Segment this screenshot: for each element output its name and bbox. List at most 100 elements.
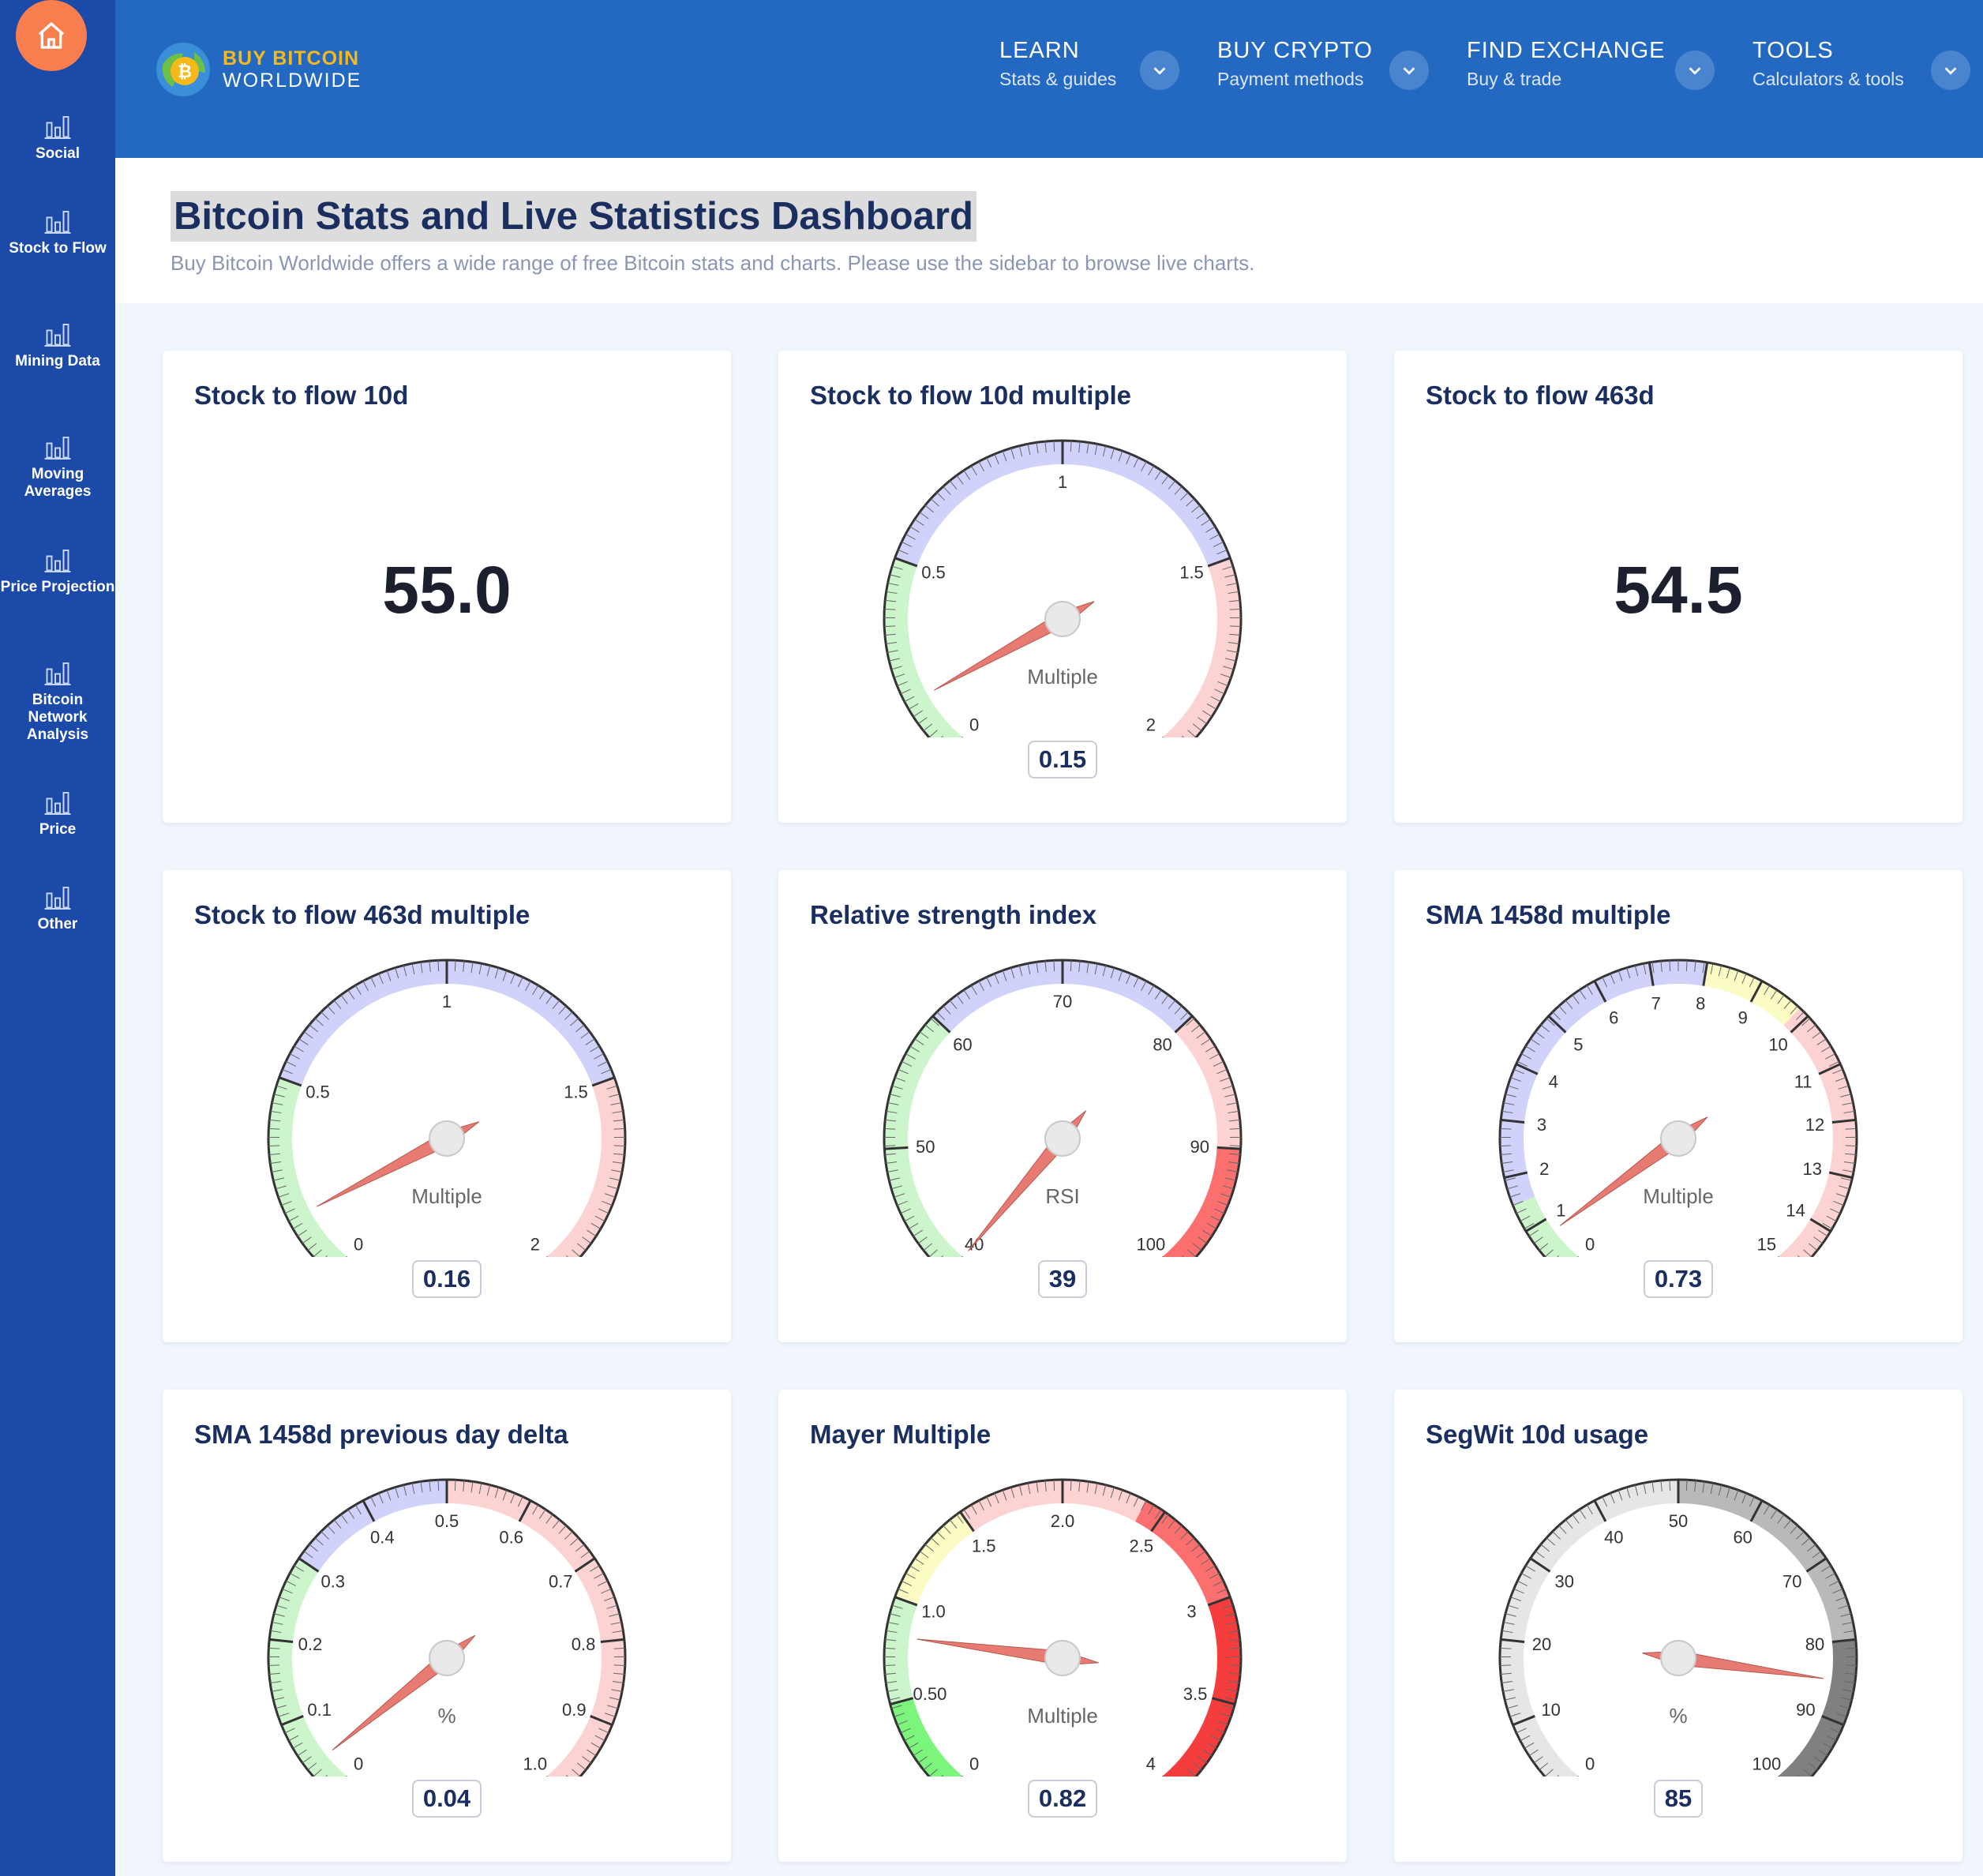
nav-find-exchange-dropdown[interactable] [1675,51,1715,90]
gauge-minor-tick [901,1060,913,1067]
gauge-value-readout: 0.82 [1027,1780,1098,1818]
gauge-band [1134,1500,1231,1606]
gauge-minor-tick [272,1622,283,1625]
gauge-minor-tick [1749,1496,1755,1507]
gauge-minor-tick [1078,441,1081,453]
gauge-minor-tick [1777,1514,1785,1524]
gauge-minor-tick [510,1492,515,1504]
gauge-minor-tick [900,688,911,695]
gauge-minor-tick [552,1519,560,1529]
gauge-minor-tick [1002,1489,1007,1501]
gauge-minor-tick [1501,1630,1513,1634]
nav-learn-dropdown[interactable] [1140,51,1179,90]
gauge-minor-tick [525,981,531,992]
top-header: ₿ BUY BITCOIN WORLDWIDE LEARN Stats & gu… [115,0,1983,158]
gauge-major-tick [1593,980,1607,1003]
gauge-major-tick [279,1076,302,1087]
stat-value: 55.0 [382,553,512,627]
gauge-minor-tick [1186,1018,1195,1026]
nav-learn[interactable]: LEARN Stats & guides [999,38,1116,90]
gauge-minor-tick [1210,1735,1221,1742]
sidebar-item-social[interactable]: Social [0,112,115,163]
gauge-minor-tick [884,633,896,636]
sidebar-item-label: Price Projection [0,579,115,595]
gauge-minor-tick [1828,1060,1840,1067]
gauge-minor-tick [1835,1077,1846,1082]
gauge-minor-tick [1086,962,1089,974]
nav-buy-crypto-dropdown[interactable] [1389,51,1429,90]
gauge-minor-tick [884,1127,896,1130]
gauge-minor-tick [1510,1596,1521,1601]
sidebar-item-label: Social [36,145,80,162]
site-logo[interactable]: ₿ BUY BITCOIN WORLDWIDE [155,41,362,98]
bar-chart-icon [44,792,71,815]
gauge-minor-tick [411,1483,415,1495]
gauge-minor-tick [1840,1177,1852,1181]
gauge-minor-tick [1224,1177,1236,1181]
gauge-minor-tick [1520,1215,1531,1222]
home-button[interactable] [16,0,87,71]
gauge-tick-label: 6 [1609,1007,1618,1027]
sidebar-item-mining-data[interactable]: Mining Data [0,320,115,370]
gauge-minor-tick [1520,1573,1531,1579]
gauge-minor-tick [611,1169,623,1172]
sidebar-item-other[interactable]: Other [0,883,115,933]
gauge-minor-tick [1812,1031,1822,1039]
gauge-minor-tick [289,1053,300,1060]
gauge-minor-tick [1643,1483,1647,1495]
gauge-minor-tick [884,1672,896,1675]
gauge-minor-tick [607,1185,618,1190]
gauge-minor-tick [1217,1720,1228,1726]
sidebar-item-price-projection[interactable]: Price Projection [0,546,115,596]
gauge-minor-tick [1845,1647,1857,1649]
gauge-minor-tick [276,1604,287,1609]
gauge-card: Mayer Multiple 0 0.50 1.0 1.5 2.0 2.5 3 3.5 4 Mul… [778,1390,1347,1862]
gauge-minor-tick [576,1243,587,1251]
gauge-minor-tick [1835,1596,1846,1601]
gauge-minor-tick [1227,1169,1239,1172]
gauge-minor-tick [1018,965,1023,977]
nav-buy-crypto[interactable]: BUY CRYPTO Payment methods [1217,38,1373,90]
gauge-minor-tick [612,1161,624,1164]
sidebar-item-stock-to-flow[interactable]: Stock to Flow [0,207,115,257]
nav-find-exchange[interactable]: FIND EXCHANGE Buy & trade [1467,38,1665,90]
gauge-minor-tick [897,681,908,687]
gauge-minor-tick [1070,441,1072,452]
nav-tools[interactable]: TOOLS Calculators & tools [1752,38,1904,90]
gauge-minor-tick [1053,1480,1055,1491]
gauge-minor-tick [313,1249,322,1257]
nav-tools-dropdown[interactable] [1931,51,1970,90]
gauge-minor-tick [1180,492,1189,501]
gauge-minor-tick [395,967,399,979]
gauge-major-tick [1150,1511,1166,1533]
card-title: SMA 1458d multiple [1426,900,1671,929]
gauge-minor-tick [321,1011,329,1020]
gauge-minor-tick [1229,608,1241,610]
gauge-minor-tick [1133,1496,1139,1507]
gauge-minor-tick [1094,963,1098,975]
gauge-minor-tick [1586,1504,1593,1515]
gauge-minor-tick [943,486,951,495]
gauge-minor-tick [1533,1236,1543,1244]
gauge-minor-tick [913,1749,923,1757]
gauge-minor-tick [1229,625,1241,627]
sidebar-item-bitcoin-network-analysis[interactable]: Bitcoin Network Analysis [0,658,115,744]
gauge-band [884,557,963,737]
gauge-minor-tick [271,1689,283,1692]
gauge-minor-tick [1509,1713,1520,1717]
sidebar-item-moving-averages[interactable]: Moving Averages [0,433,115,501]
gauge-minor-tick [1148,1504,1155,1515]
bitcoin-globe-logo-icon: ₿ [156,43,210,96]
gauge-minor-tick [1813,1756,1824,1764]
card-title: Stock to flow 10d multiple [810,381,1132,410]
gauge-minor-tick [378,1492,384,1504]
gauge-minor-tick [936,492,945,501]
gauge-minor-tick [1783,1519,1792,1529]
gauge-minor-tick [420,962,423,974]
gauge-tick-label: 0.4 [370,1527,395,1547]
gauge-minor-tick [898,1068,909,1075]
gauge-minor-tick [303,1551,313,1559]
sidebar-item-price[interactable]: Price [0,788,115,839]
gauge-minor-tick [494,1487,499,1499]
gauge-tick-label: 0.7 [549,1572,573,1592]
